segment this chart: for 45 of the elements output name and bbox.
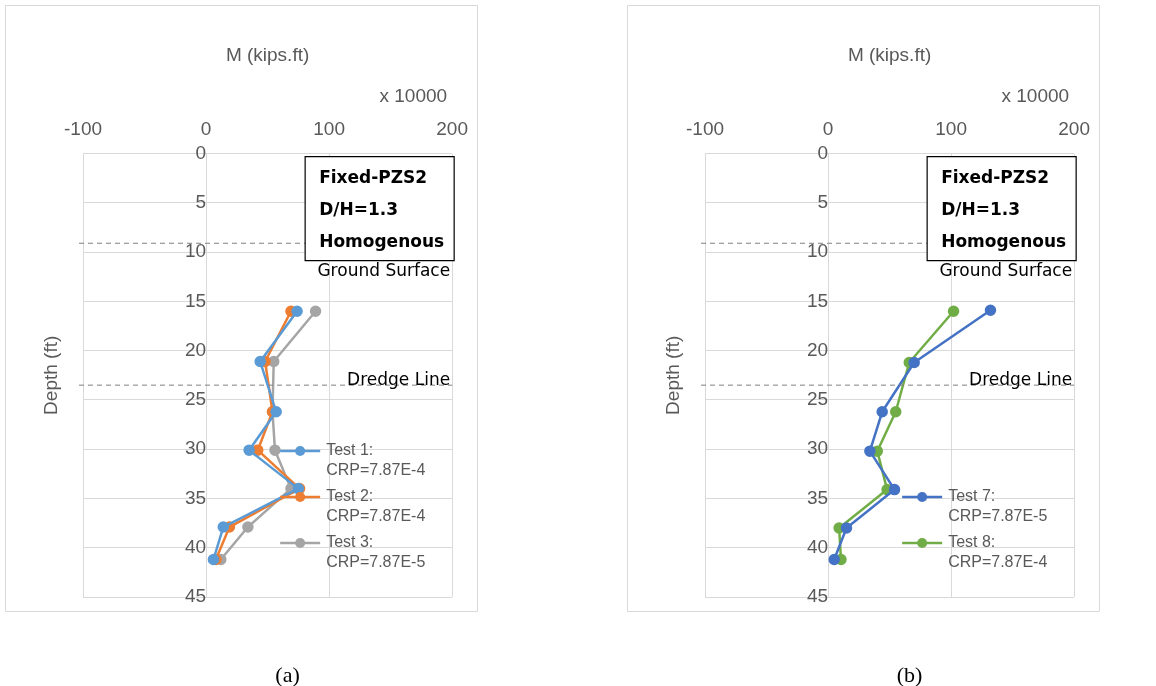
y-tick-label: 15 bbox=[184, 289, 207, 311]
x-tick-label: -100 bbox=[63, 118, 103, 140]
text: (b) bbox=[896, 661, 923, 686]
legend-label: Test 8: CRP=7.87E-4 bbox=[948, 533, 1048, 571]
ref-line-label: Dredge Line bbox=[969, 369, 1073, 390]
x-axis-title: M (kips.ft) bbox=[225, 43, 310, 65]
y-tick-label: 45 bbox=[806, 585, 829, 607]
text: (a) bbox=[275, 661, 300, 686]
y-tick-label: 45 bbox=[184, 585, 207, 607]
y-tick-label: 15 bbox=[806, 289, 829, 311]
y-tick-label: 20 bbox=[184, 338, 207, 360]
legend-label: Test 2: CRP=7.87E-4 bbox=[326, 487, 426, 525]
y-axis-title: Depth (ft) bbox=[662, 335, 684, 415]
legend-label: Test 7: CRP=7.87E-5 bbox=[948, 487, 1048, 525]
y-tick-label: 5 bbox=[195, 191, 207, 213]
y-tick-label: 5 bbox=[817, 191, 829, 213]
y-tick-label: 0 bbox=[195, 141, 207, 163]
y-tick-label: 25 bbox=[806, 388, 829, 410]
ref-line-label: Ground Surface bbox=[939, 260, 1073, 281]
y-tick-label: 40 bbox=[184, 535, 207, 557]
y-tick-label: 25 bbox=[184, 388, 207, 410]
ref-line-label: Ground Surface bbox=[317, 260, 451, 281]
y-tick-label: 30 bbox=[184, 437, 207, 459]
text: x 10000 bbox=[379, 84, 448, 106]
y-tick-label: 10 bbox=[806, 240, 829, 262]
y-tick-label: 20 bbox=[806, 338, 829, 360]
y-tick-label: 10 bbox=[184, 240, 207, 262]
annotation: Fixed-PZS2 D/H=1.3 Homogenous bbox=[319, 167, 445, 252]
ref-line-label: Dredge Line bbox=[347, 369, 451, 390]
legend-label: Test 3: CRP=7.87E-5 bbox=[326, 533, 426, 571]
y-tick-label: 35 bbox=[184, 486, 207, 508]
x-tick-label: -100 bbox=[685, 118, 725, 140]
y-tick-label: 40 bbox=[806, 535, 829, 557]
annotation: Fixed-PZS2 D/H=1.3 Homogenous bbox=[941, 167, 1067, 252]
text: x 10000 bbox=[1001, 84, 1070, 106]
x-tick-label: 200 bbox=[1058, 118, 1090, 140]
x-tick-label: 100 bbox=[313, 118, 345, 140]
y-tick-label: 35 bbox=[806, 486, 829, 508]
legend-label: Test 1: CRP=7.87E-4 bbox=[326, 441, 426, 479]
y-axis-title: Depth (ft) bbox=[40, 335, 62, 415]
y-tick-label: 30 bbox=[806, 437, 829, 459]
x-tick-label: 100 bbox=[935, 118, 967, 140]
y-tick-label: 0 bbox=[817, 141, 829, 163]
x-tick-label: 200 bbox=[436, 118, 468, 140]
x-axis-title: M (kips.ft) bbox=[847, 43, 932, 65]
